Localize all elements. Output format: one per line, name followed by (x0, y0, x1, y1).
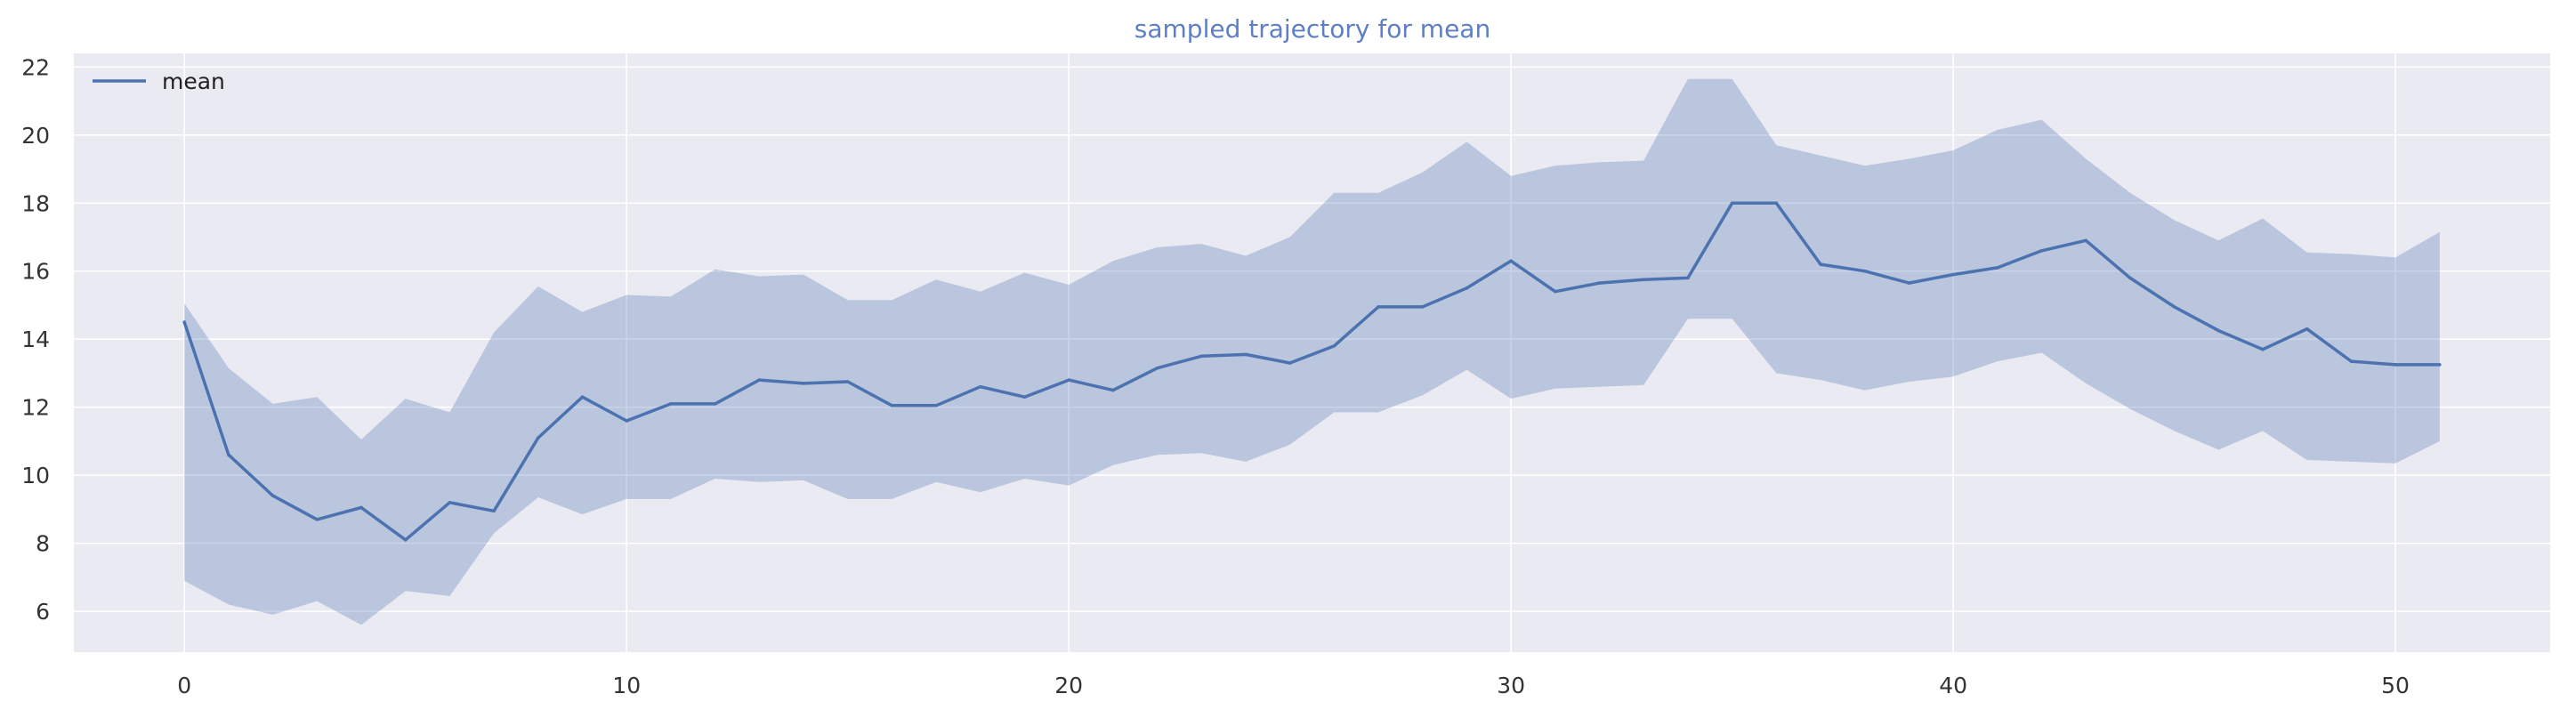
y-tick-label: 22 (21, 54, 50, 80)
chart-title: sampled trajectory for mean (1135, 14, 1490, 44)
legend: mean (93, 69, 225, 94)
data-point (2349, 359, 2354, 363)
data-point (625, 419, 629, 423)
data-point (2217, 328, 2221, 333)
series-mean (182, 201, 2442, 542)
data-point (1686, 276, 1690, 280)
y-tick-label: 16 (21, 259, 50, 285)
data-point (227, 453, 230, 457)
data-point (1642, 278, 1646, 282)
data-point (1819, 262, 1822, 266)
data-point (1730, 201, 1734, 206)
data-point (2437, 363, 2442, 367)
data-point (2039, 248, 2044, 253)
data-point (845, 380, 850, 383)
y-axis: 6 8 10 12 14 16 18 20 22 (21, 54, 50, 625)
data-point (1597, 281, 1602, 285)
y-tick-label: 12 (21, 395, 50, 421)
data-point (1995, 266, 1999, 270)
legend-label-mean: mean (162, 69, 225, 94)
data-point (757, 378, 762, 382)
data-point (1465, 286, 1469, 290)
data-point (1288, 361, 1292, 365)
data-point (403, 538, 408, 542)
data-point (1332, 344, 1336, 348)
data-point (1862, 269, 1867, 273)
confidence-band (184, 78, 2440, 625)
data-point (1067, 378, 1070, 382)
plot-area (74, 53, 2550, 652)
x-tick-label: 10 (612, 673, 641, 698)
data-point (1554, 289, 1557, 294)
data-point (978, 384, 982, 389)
y-tick-label: 14 (21, 327, 50, 352)
data-point (2261, 347, 2265, 351)
data-point (1111, 388, 1115, 392)
data-point (1199, 354, 1204, 359)
plot-background (74, 53, 2550, 652)
data-point (1907, 281, 1911, 285)
x-axis: 0 10 20 30 40 50 (177, 673, 2410, 698)
data-point (1022, 395, 1027, 399)
x-tick-label: 20 (1054, 673, 1083, 698)
data-point (1420, 305, 1425, 309)
data-point (890, 403, 894, 407)
data-point (2305, 327, 2309, 331)
data-point (713, 402, 717, 406)
data-point (1509, 259, 1513, 263)
data-point (315, 518, 319, 521)
data-point (2172, 305, 2176, 309)
data-point (1244, 352, 1248, 357)
y-tick-label: 10 (21, 463, 50, 488)
x-tick-label: 0 (177, 673, 191, 698)
x-tick-label: 40 (1939, 673, 1967, 698)
data-point (580, 395, 585, 399)
data-point (359, 505, 363, 510)
data-point (1155, 366, 1159, 370)
y-tick-label: 8 (36, 531, 50, 557)
y-tick-label: 18 (21, 190, 50, 216)
grid (74, 53, 2550, 652)
data-point (2394, 363, 2397, 367)
data-point (934, 403, 938, 407)
data-point (1377, 305, 1380, 309)
data-point (1951, 272, 1955, 277)
y-tick-label: 20 (21, 123, 50, 149)
data-point (448, 500, 452, 504)
data-point (182, 320, 187, 324)
line-mean (182, 201, 2440, 542)
data-point (2084, 238, 2087, 243)
data-point (492, 509, 496, 513)
y-tick-label: 6 (36, 599, 50, 625)
data-point (802, 382, 805, 385)
data-point (669, 402, 673, 406)
data-point (271, 494, 275, 497)
data-point (1774, 201, 1779, 206)
data-point (2128, 276, 2132, 280)
x-tick-label: 50 (2381, 673, 2410, 698)
data-point (537, 436, 540, 440)
x-tick-label: 30 (1497, 673, 1525, 698)
